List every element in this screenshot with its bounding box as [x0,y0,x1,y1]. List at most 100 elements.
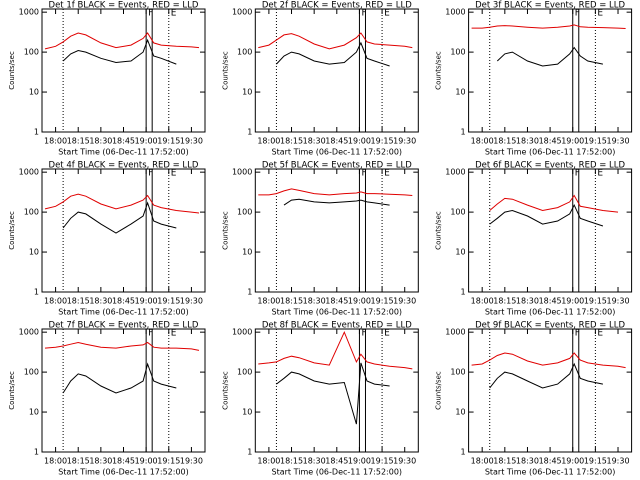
y-tick-label: 100 [24,368,39,377]
chart-title: Det 9f BLACK = Events, RED = LLD [475,321,625,331]
x-tick-label: 19:00 [348,457,371,466]
marker-label: F [361,9,366,19]
x-tick-label: 18:00 [471,137,494,146]
y-tick-label: 1000 [232,168,252,177]
x-tick-label: 18:45 [325,297,348,306]
y-tick-label: 10 [242,408,252,417]
x-tick-label: 18:45 [539,137,562,146]
series-line [489,194,619,213]
x-tick-label: 18:45 [112,137,135,146]
y-axis-title: Counts/sec [435,211,443,250]
y-tick-label: 1000 [19,8,39,17]
marker-label: F [575,9,580,19]
marker-label: F [148,9,153,19]
series-line [489,203,604,227]
x-tick-label: 18:15 [493,297,516,306]
x-axis-title: Start Time (06-Dec-11 17:52:00) [272,468,403,477]
chart-title: Det 4f BLACK = Events, RED = LLD [49,161,199,171]
y-tick-label: 1000 [232,328,252,337]
x-tick-label: 19:30 [180,297,203,306]
x-tick-label: 19:00 [348,137,371,146]
marker-label: E [597,169,603,179]
x-tick-label: 19:30 [393,297,416,306]
marker-label: E [597,9,603,19]
series-line [44,193,200,214]
y-tick-label: 1 [34,128,39,137]
chart-title: Det 1f BLACK = Events, RED = LLD [49,1,199,11]
y-tick-label: 1000 [445,8,465,17]
y-tick-label: 100 [450,368,465,377]
plot-frame [254,168,419,293]
y-tick-label: 10 [242,248,252,257]
y-tick-label: 10 [29,88,39,97]
x-tick-label: 18:00 [44,457,67,466]
x-tick-label: 19:15 [584,137,607,146]
x-tick-label: 19:00 [135,297,158,306]
chart-title: Det 8f BLACK = Events, RED = LLD [262,321,412,331]
x-tick-label: 19:15 [371,137,394,146]
marker-label: E [384,329,390,339]
x-tick-label: 19:30 [606,297,629,306]
y-tick-label: 100 [450,208,465,217]
y-tick-label: 1000 [445,168,465,177]
x-tick-label: 18:45 [325,137,348,146]
y-axis-title: Counts/sec [221,51,229,90]
x-tick-label: 18:30 [89,297,112,306]
x-tick-label: 19:00 [561,137,584,146]
y-tick-label: 1000 [445,328,465,337]
y-tick-label: 100 [24,48,39,57]
x-tick-label: 19:30 [606,137,629,146]
x-tick-label: 19:00 [135,457,158,466]
x-tick-label: 18:15 [67,297,90,306]
series-line [471,352,626,369]
plot-frame [468,328,633,453]
chart-title: Det 6f BLACK = Events, RED = LLD [475,161,625,171]
y-tick-label: 1 [461,448,466,457]
x-tick-label: 19:00 [348,297,371,306]
x-tick-label: 18:00 [44,297,67,306]
x-tick-label: 18:30 [89,137,112,146]
x-tick-label: 19:15 [584,457,607,466]
y-tick-label: 100 [237,368,252,377]
y-tick-label: 100 [24,208,39,217]
y-tick-label: 100 [237,208,252,217]
y-axis-title: Counts/sec [435,371,443,410]
y-axis-title: Counts/sec [8,211,16,250]
plot-frame [468,8,633,133]
series-line [489,362,604,389]
series-line [258,188,413,196]
marker-label: F [148,169,153,179]
plot-frame [468,168,633,293]
x-tick-label: 19:30 [393,457,416,466]
y-tick-label: 1 [247,448,252,457]
x-tick-label: 18:00 [257,137,280,146]
x-tick-label: 19:30 [606,457,629,466]
plot-frame [41,328,206,453]
x-axis-title: Start Time (06-Dec-11 17:52:00) [58,308,189,317]
y-tick-label: 1 [247,288,252,297]
plot-frame [254,328,419,453]
x-tick-label: 18:00 [44,137,67,146]
x-axis-title: Start Time (06-Dec-11 17:52:00) [58,148,189,157]
series-line [44,341,200,351]
series-line [62,201,177,234]
x-tick-label: 18:15 [280,297,303,306]
series-line [496,46,604,67]
x-axis-title: Start Time (06-Dec-11 17:52:00) [272,308,403,317]
x-tick-label: 18:30 [516,137,539,146]
x-tick-label: 19:30 [393,137,416,146]
x-tick-label: 18:15 [67,457,90,466]
y-axis-title: Counts/sec [8,51,16,90]
x-axis-title: Start Time (06-Dec-11 17:52:00) [485,148,616,157]
x-tick-label: 19:15 [371,297,394,306]
chart-title: Det 7f BLACK = Events, RED = LLD [49,321,199,331]
x-tick-label: 19:30 [180,137,203,146]
x-tick-label: 18:45 [112,457,135,466]
marker-label: F [361,329,366,339]
x-tick-label: 19:15 [371,457,394,466]
x-tick-label: 18:30 [516,297,539,306]
marker-label: F [361,169,366,179]
y-tick-label: 100 [237,48,252,57]
